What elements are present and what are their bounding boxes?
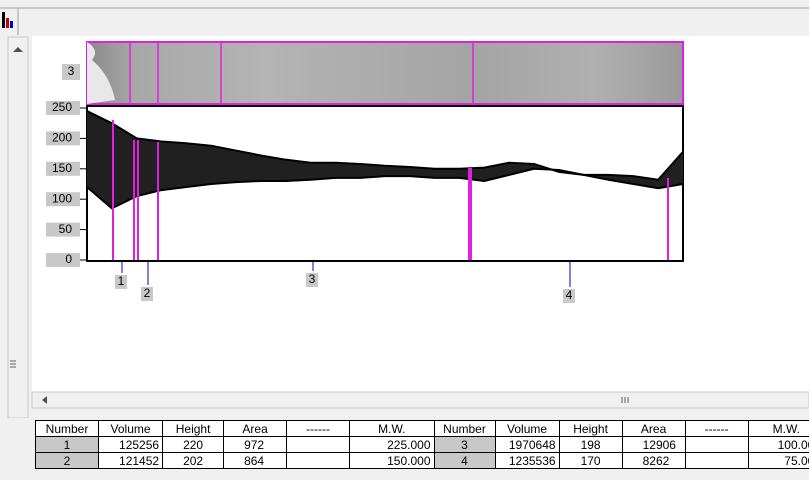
table-cell: ------	[286, 420, 351, 437]
table-cell: 225.000	[349, 436, 435, 453]
table-cell: Number	[34, 420, 100, 437]
table-cell: 3	[433, 436, 496, 453]
band-label: 4	[566, 288, 573, 302]
profile-lower	[86, 167, 684, 210]
table-cell: 100.000	[747, 436, 809, 453]
profile-envelope	[87, 111, 683, 209]
table-cell: 972	[223, 436, 288, 453]
y-tick-label: 150	[52, 161, 72, 175]
band-markers: 1 2 3 4	[115, 262, 575, 303]
band-label: 3	[309, 272, 316, 286]
horizontal-scrollbar[interactable]	[31, 391, 809, 409]
band-label-box	[563, 289, 575, 303]
icon-bar	[10, 21, 13, 28]
profile-layer	[86, 110, 684, 210]
header-row: Number Volume Height Area ------ M.W. Number Vo…	[34, 420, 809, 437]
table-cell: 75.000	[747, 452, 809, 469]
lane-band-lines	[129, 42, 474, 104]
table-cell: Area	[223, 420, 288, 437]
y-tick-label: 0	[65, 252, 72, 266]
results-table: Number Volume Height Area ------ M.W. Number Vo…	[34, 420, 809, 469]
table-cell: 1970648	[494, 436, 560, 453]
table-cell	[684, 436, 749, 453]
lane-image	[86, 41, 684, 105]
table-cell: 864	[223, 452, 288, 469]
table-cell: Area	[621, 420, 686, 437]
scroll-up-arrow[interactable]	[13, 47, 23, 52]
y-tick-label: 100	[52, 191, 72, 205]
y-tick-label-box	[46, 161, 80, 176]
data-row: 1 125256 220 972 225.000 3 1970648 198 12906 100.…	[34, 436, 809, 453]
y-tick-label-box	[46, 192, 80, 207]
scroll-grip	[621, 397, 629, 403]
table-cell	[286, 436, 351, 453]
band-label-box	[306, 273, 318, 287]
table-cell: Volume	[494, 420, 560, 437]
table-cell: 121452	[98, 452, 164, 469]
table-cell: Height	[162, 420, 225, 437]
toolbar	[0, 0, 809, 35]
table-cell: ------	[684, 420, 749, 437]
band-label: 1	[118, 274, 125, 288]
band-label-box	[141, 287, 153, 301]
table-cell: Number	[433, 420, 496, 437]
y-tick-label: 250	[52, 100, 72, 114]
table-cell: 220	[162, 436, 225, 453]
table-cell: M.W.	[747, 420, 809, 437]
lane-label-box	[62, 64, 80, 80]
table-cell: 4	[433, 452, 496, 469]
workspace: 3 1 2 3 4 0 50 100 150 200 250	[0, 0, 809, 418]
scroll-left-arrow[interactable]	[42, 396, 47, 404]
table-cell	[286, 452, 351, 469]
gel-artifact	[87, 42, 115, 104]
icon-bar	[2, 12, 5, 28]
table-cell: 150.000	[349, 452, 435, 469]
table-cell: 1235536	[494, 452, 560, 469]
y-tick-label-box	[46, 222, 80, 237]
scroll-grip	[10, 360, 16, 368]
table-cell: 8262	[621, 452, 686, 469]
table-cell: M.W.	[349, 420, 435, 437]
lane-label: 3	[68, 64, 75, 78]
histogram-icon[interactable]	[2, 12, 13, 28]
table-cell	[684, 452, 749, 469]
table-cell: 170	[558, 452, 623, 469]
table-cell: 125256	[98, 436, 164, 453]
table-cell: 2	[34, 452, 100, 469]
icon-bar	[6, 18, 9, 28]
table-cell: 1	[34, 436, 100, 453]
band-boundaries	[112, 120, 669, 260]
table-cell: Height	[558, 420, 623, 437]
y-tick-label-box	[46, 253, 80, 267]
vertical-scrollbar[interactable]	[7, 36, 29, 418]
table-cell: 198	[558, 436, 623, 453]
y-tick-label-box	[46, 101, 80, 115]
table-cell: 202	[162, 452, 225, 469]
table-cell: 12906	[621, 436, 686, 453]
table-cell: Volume	[98, 420, 164, 437]
y-tick-label-box	[46, 131, 80, 146]
band-label-box	[115, 275, 127, 289]
y-tick-label: 200	[52, 131, 72, 145]
band-label: 2	[144, 286, 151, 300]
y-tick-label: 50	[59, 222, 73, 236]
